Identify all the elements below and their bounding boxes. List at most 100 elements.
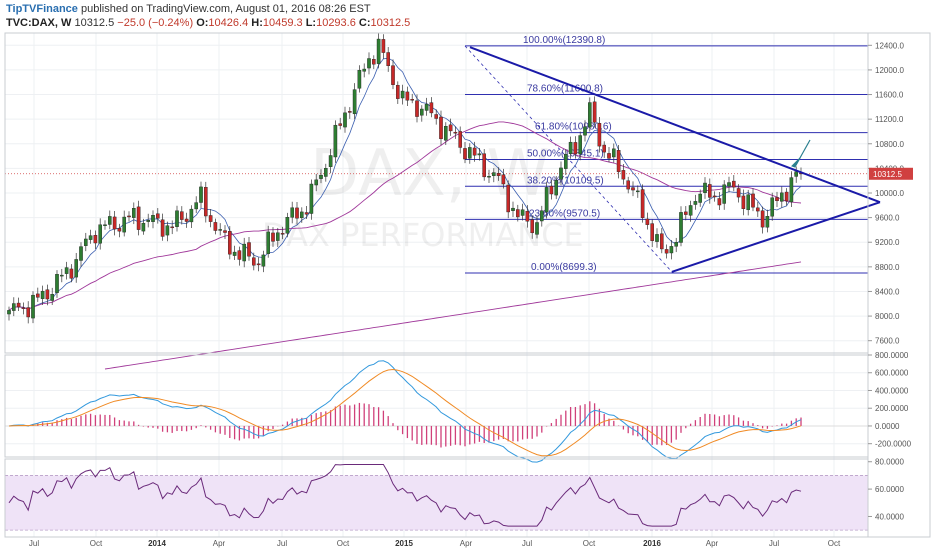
candle-body — [453, 131, 458, 134]
candle-body — [559, 167, 563, 180]
x-tick-label: 2015 — [395, 539, 413, 548]
low-value: 10293.6 — [316, 17, 356, 29]
candle-body — [328, 155, 333, 167]
last-price-label: 10312.5 — [873, 170, 902, 179]
candle-body — [458, 131, 463, 148]
candle-body — [746, 194, 750, 211]
candle-body — [564, 154, 568, 169]
candles[interactable] — [7, 32, 803, 324]
y-tick-label: 8000.0 — [875, 312, 900, 321]
candle-body — [444, 126, 448, 141]
candle-body — [612, 148, 616, 158]
candle-body — [117, 228, 122, 232]
candle-body — [131, 208, 136, 218]
candle-body — [309, 183, 314, 214]
candle-body — [698, 193, 702, 203]
candle-body — [391, 65, 395, 85]
candle-body — [357, 69, 362, 89]
candle-body — [439, 116, 443, 140]
candle-body — [554, 180, 558, 196]
candle-body — [727, 182, 731, 187]
candle-body — [540, 210, 544, 222]
candle-body — [50, 294, 54, 301]
candle-body — [155, 213, 160, 219]
x-tick-label: Apr — [213, 539, 226, 548]
candle-body — [21, 307, 26, 309]
candle-body — [717, 198, 722, 206]
candle-body — [112, 216, 117, 230]
candle-body — [434, 114, 439, 119]
y-axis: 12400.012000.011600.011200.010800.010400… — [868, 41, 913, 521]
last-price-badge — [869, 167, 913, 180]
candle-body — [703, 182, 707, 193]
x-axis: Jul Oct 2014 Apr Jul Oct 2015 Apr Jul Oct 2016 Apr J… — [29, 539, 841, 548]
candle-body — [516, 209, 520, 218]
candle-body — [362, 68, 367, 72]
candle-body — [338, 123, 343, 126]
candle-body — [506, 184, 511, 213]
candle-body — [175, 210, 179, 227]
candle-body — [674, 241, 678, 247]
chart-header: TipTVFinance published on TradingView.co… — [6, 2, 926, 32]
candle-body — [64, 267, 69, 274]
y-tick-label: 11600.0 — [875, 91, 904, 100]
candle-body — [780, 192, 784, 202]
annotation-arrowhead — [791, 157, 801, 168]
candle-body — [741, 195, 746, 209]
candle-body — [429, 102, 434, 114]
candle-body — [708, 184, 712, 198]
candle-body — [237, 250, 242, 260]
candle-body — [732, 180, 736, 188]
candle-body — [396, 84, 400, 99]
last-value: 10312.5 — [74, 17, 115, 29]
fibonacci-levels[interactable]: 100.00%(12390.8) 78.60%(11600.8) 61.80%(10… — [464, 35, 868, 274]
x-tick-label: Jul — [522, 539, 532, 548]
candle-body — [107, 216, 112, 225]
candle-body — [722, 184, 726, 204]
candle-body — [208, 215, 213, 222]
candle-body — [170, 226, 175, 229]
candle-body — [770, 197, 774, 217]
candle-body — [621, 170, 626, 180]
y-tick-label: 10000.0 — [875, 189, 904, 198]
candle-body — [319, 174, 323, 179]
candle-body — [544, 187, 549, 213]
trend-lines[interactable] — [469, 46, 881, 273]
x-tick-label: Jul — [277, 539, 287, 548]
candle-body — [55, 274, 59, 293]
candle-body — [405, 91, 410, 101]
candle-body — [616, 150, 621, 173]
candle-body — [588, 102, 592, 128]
candle-body — [650, 223, 654, 241]
x-tick-label: Oct — [90, 539, 103, 548]
panel-frames — [4, 32, 931, 538]
candle-body — [573, 142, 578, 155]
y-tick-label: 12000.0 — [875, 66, 904, 75]
support-trendline — [671, 201, 881, 273]
y-tick-label: 400.0000 — [875, 386, 909, 395]
candle-body — [256, 263, 261, 266]
grid-lines — [5, 33, 868, 537]
fib-level-label: 38.20%(10109.5) — [527, 175, 604, 186]
published-text: published on TradingView.com, August 01,… — [80, 3, 371, 15]
candle-body — [640, 189, 645, 218]
candle-body — [141, 222, 146, 232]
candle-body — [530, 219, 534, 234]
candle-body — [376, 38, 381, 64]
candle-body — [424, 103, 429, 111]
candle-body — [314, 179, 319, 186]
candle-body — [482, 153, 487, 178]
candle-body — [415, 100, 419, 117]
watermark-name: DAX PERFORMANCE — [262, 216, 584, 254]
candle-body — [189, 208, 194, 223]
candle-body — [631, 187, 635, 191]
candle-body — [69, 268, 74, 279]
candle-body — [31, 294, 35, 319]
watermark-symbol: DAX, W — [310, 137, 550, 211]
candle-body — [684, 211, 688, 215]
y-tick-label: 9600.0 — [875, 214, 900, 223]
brand-name[interactable]: TipTVFinance — [6, 3, 78, 15]
candle-body — [16, 302, 21, 308]
candle-body — [487, 175, 491, 178]
